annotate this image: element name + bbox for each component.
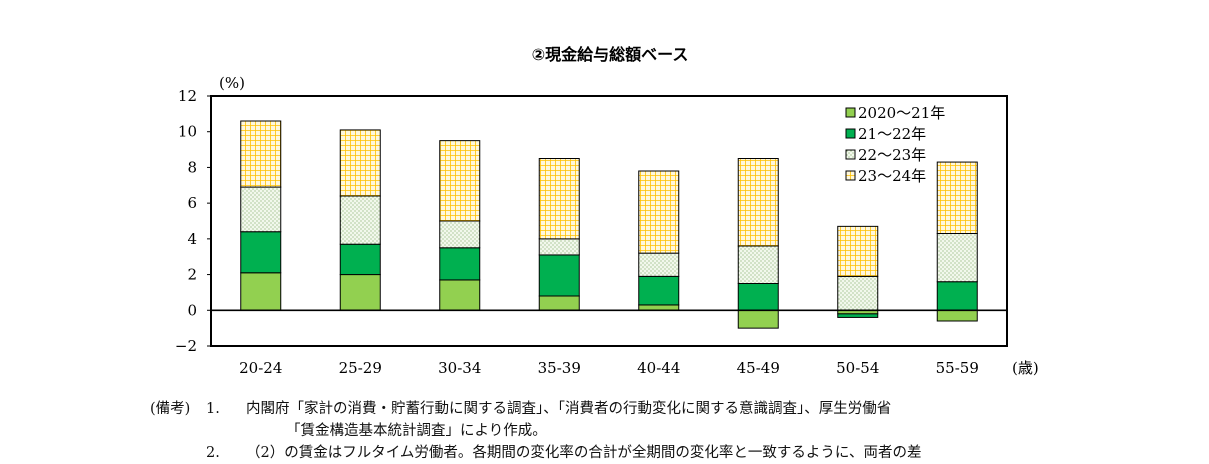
x-tick-label: 40-44 — [637, 359, 680, 377]
bar-segment-1 — [240, 272, 282, 311]
bar-segment-2 — [936, 281, 978, 311]
x-tick-label: 35-39 — [538, 359, 581, 377]
bar-segment-3 — [737, 245, 779, 284]
bar-segment-4 — [638, 170, 680, 254]
legend-label: 22〜23年 — [858, 146, 926, 164]
bar-segment-3 — [837, 275, 879, 311]
y-axis-unit: (%) — [219, 74, 245, 92]
bar-segment-4 — [439, 140, 481, 222]
bar-segment-3 — [439, 220, 481, 249]
bar-segment-1 — [339, 274, 381, 311]
bar-segment-1 — [538, 295, 580, 311]
x-tick-label: 55-59 — [936, 359, 979, 377]
bar-segment-1 — [737, 309, 779, 329]
note-number: 1. — [206, 401, 220, 417]
bar-segment-2 — [837, 313, 879, 318]
bar-segment-4 — [737, 158, 779, 247]
y-tick-label: 2 — [187, 266, 197, 284]
note-number: 2. — [206, 445, 220, 461]
x-tick-label: 20-24 — [239, 359, 282, 377]
bar-segment-2 — [638, 275, 680, 306]
bar-segment-4 — [240, 120, 282, 188]
x-axis-unit: (歳) — [1012, 359, 1039, 377]
bar-segment-4 — [936, 161, 978, 234]
plot-frame — [210, 95, 1008, 347]
x-tick-label: 25-29 — [339, 359, 382, 377]
bar-segment-3 — [538, 238, 580, 256]
legend-label: 21〜22年 — [858, 125, 926, 143]
stacked-bar-chart: ②現金給与総額ベース (%) (歳) −2 0 2 4 6 8 10 12 20-24 25-29… — [175, 45, 1039, 377]
note-2: 2. （2）の賃金はフルタイム労働者。各期間の変化率の合計が全期間の変化率と一致… — [150, 442, 922, 464]
chart-title: ②現金給与総額ベース — [532, 45, 689, 64]
bar-segment-3 — [240, 186, 282, 233]
note-text: 「賃金構造基本統計調査」により作成。 — [286, 423, 547, 439]
bar-segment-1 — [936, 309, 978, 322]
bar-segment-2 — [538, 254, 580, 297]
y-tick-label: 10 — [178, 123, 197, 141]
x-tick-label: 45-49 — [737, 359, 780, 377]
bar-segment-2 — [339, 243, 381, 276]
y-tick-label: 6 — [187, 194, 197, 212]
bar-segment-3 — [339, 195, 381, 245]
bar-segment-2 — [439, 247, 481, 281]
notes: (備考) 1. 内閣府「家計の消費・貯蓄行動に関する調査」、「消費者の行動変化に… — [150, 398, 922, 464]
legend-swatch — [845, 107, 856, 118]
x-tick-label: 30-34 — [438, 359, 481, 377]
bar-segment-1 — [638, 304, 680, 311]
bar-segment-2 — [737, 283, 779, 311]
note-text: （2）の賃金はフルタイム労働者。各期間の変化率の合計が全期間の変化率と一致するよ… — [246, 445, 922, 461]
legend-swatch — [845, 170, 856, 181]
y-tick-label: 12 — [178, 87, 197, 105]
y-tick-label: 8 — [187, 158, 197, 176]
bar-segment-4 — [339, 129, 381, 197]
bar-segment-3 — [936, 233, 978, 283]
note-1-continued: 「賃金構造基本統計調査」により作成。 — [150, 420, 922, 442]
x-tick-label: 50-54 — [836, 359, 879, 377]
bar-segment-4 — [837, 225, 879, 277]
y-tick-label: 4 — [187, 230, 197, 248]
note-text: 内閣府「家計の消費・貯蓄行動に関する調査」、「消費者の行動変化に関する意識調査」… — [246, 401, 892, 417]
notes-label: (備考) — [150, 401, 191, 417]
note-1: (備考) 1. 内閣府「家計の消費・貯蓄行動に関する調査」、「消費者の行動変化に… — [150, 398, 922, 420]
legend-label: 2020〜21年 — [858, 104, 945, 122]
bar-segment-1 — [439, 279, 481, 311]
bar-segment-4 — [538, 158, 580, 240]
legend-label: 23〜24年 — [858, 167, 926, 185]
legend-swatch — [845, 149, 856, 160]
y-tick-label: 0 — [187, 301, 197, 319]
bar-segment-3 — [638, 252, 680, 277]
legend-swatch — [845, 128, 856, 139]
y-tick-label: −2 — [175, 337, 197, 355]
bar-segment-2 — [240, 231, 282, 274]
